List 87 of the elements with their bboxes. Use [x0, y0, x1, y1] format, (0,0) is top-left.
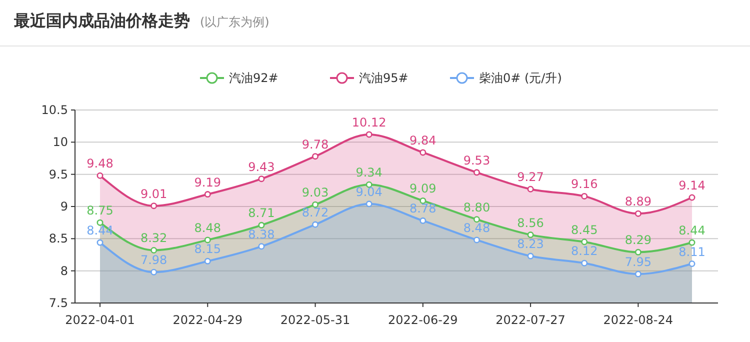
point [634, 248, 642, 256]
data-label: 8.78 [410, 202, 436, 216]
data-label: 9.09 [410, 182, 436, 196]
point [420, 149, 426, 156]
point [258, 222, 265, 228]
legend-label: 汽油95# [359, 71, 408, 85]
y-tick-label: 8.5 [48, 232, 68, 246]
data-label: 9.27 [517, 170, 544, 184]
data-label: 8.48 [463, 220, 490, 235]
point [366, 200, 372, 208]
point [527, 186, 534, 192]
point [581, 238, 588, 246]
y-tick-label: 9 [60, 200, 68, 214]
x-tick-label: 2022-04-29 [172, 313, 243, 327]
data-label: 8.29 [624, 233, 652, 248]
data-label: 8.44 [678, 224, 706, 238]
data-label: 9.48 [86, 156, 114, 171]
point [634, 270, 642, 278]
data-label: 9.03 [302, 186, 329, 200]
y-tick-label: 7.5 [48, 296, 68, 310]
point [473, 236, 480, 244]
point [258, 243, 265, 250]
data-label: 8.45 [571, 222, 598, 237]
data-label: 9.43 [248, 160, 275, 174]
data-label: 7.95 [624, 255, 652, 270]
data-label: 8.38 [248, 227, 275, 242]
data-label: 8.12 [571, 244, 598, 258]
chart-subtitle: (以广东为例) [200, 15, 270, 29]
x-tick-label: 2022-05-31 [280, 313, 350, 327]
legend-label: 柴油0# (元/升) [479, 71, 562, 85]
data-label: 9.04 [356, 184, 382, 199]
data-label: 8.11 [678, 244, 706, 259]
point [581, 260, 588, 266]
point [96, 239, 104, 246]
data-label: 9.16 [571, 177, 598, 192]
data-label: 8.56 [517, 216, 544, 230]
y-tick-label: 8 [60, 264, 68, 278]
point [688, 194, 696, 201]
data-label: 8.32 [140, 231, 168, 246]
point [688, 260, 696, 268]
point [312, 153, 319, 160]
data-label: 9.14 [678, 178, 706, 192]
point [420, 197, 426, 204]
point [581, 192, 588, 200]
point [366, 131, 372, 138]
data-label: 9.78 [302, 137, 329, 152]
point [420, 217, 426, 224]
point [312, 221, 319, 228]
y-tick-label: 10 [52, 135, 68, 150]
data-label: 8.80 [463, 200, 490, 214]
x-tick-label: 2022-08-24 [603, 313, 674, 327]
point [204, 258, 211, 264]
point [150, 246, 158, 254]
point [527, 252, 534, 260]
data-label: 10.12 [352, 115, 386, 130]
data-label: 9.34 [356, 166, 382, 180]
point [204, 191, 211, 198]
data-label: 9.84 [410, 133, 436, 148]
data-label: 8.23 [517, 237, 544, 252]
y-tick-label: 9.5 [48, 167, 68, 182]
data-label: 8.71 [248, 206, 275, 220]
y-tick-label: 10.5 [41, 103, 68, 117]
data-label: 8.75 [86, 204, 114, 218]
point [96, 172, 104, 179]
data-label: 9.01 [140, 186, 168, 201]
data-label: 8.89 [624, 194, 652, 209]
data-label: 9.19 [194, 175, 221, 190]
data-label: 8.72 [302, 206, 329, 220]
point [527, 232, 534, 238]
point [258, 176, 265, 182]
x-tick-label: 2022-04-01 [65, 313, 135, 327]
point [634, 210, 642, 217]
point [312, 201, 319, 208]
point [204, 236, 211, 244]
point [688, 239, 696, 246]
data-label: 7.98 [140, 253, 168, 268]
point [150, 202, 158, 210]
point [473, 216, 480, 223]
x-tick-label: 2022-07-27 [496, 313, 566, 327]
point [473, 169, 480, 176]
legend-label: 汽油92# [229, 71, 278, 85]
data-label: 8.15 [194, 242, 221, 256]
data-label: 9.53 [463, 153, 490, 168]
point [150, 268, 158, 276]
chart-title: 最近国内成品油价格走势 [13, 11, 190, 30]
x-tick-label: 2022-06-29 [388, 313, 458, 327]
data-label: 8.48 [194, 220, 221, 235]
